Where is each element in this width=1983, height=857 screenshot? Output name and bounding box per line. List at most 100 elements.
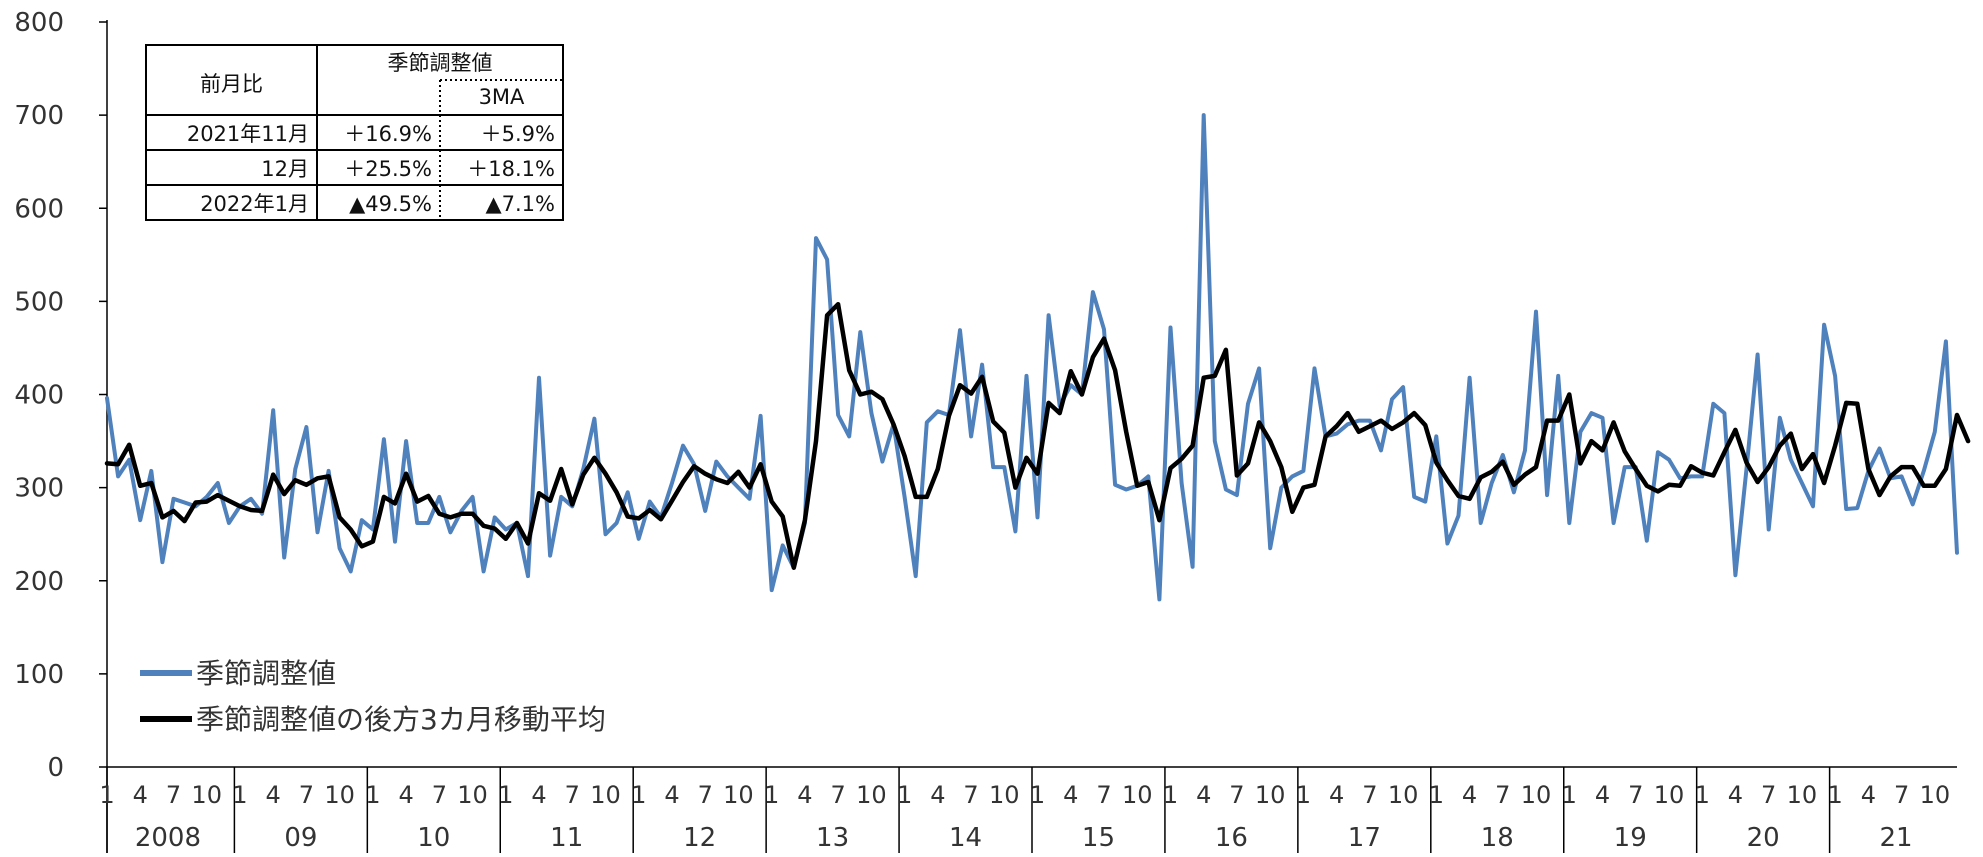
y-tick-label: 500 [14, 287, 64, 317]
y-tick-label: 700 [14, 101, 64, 131]
x-month-tick-label: 1 [897, 781, 912, 809]
x-month-tick-label: 7 [1628, 781, 1643, 809]
series-line-seasonally-adjusted [105, 113, 1959, 602]
x-month-tick-label: 1 [764, 781, 779, 809]
x-month-tick-label: 4 [797, 781, 812, 809]
x-month-tick-label: 1 [631, 781, 646, 809]
x-year-label: 15 [1082, 823, 1115, 853]
x-year-label: 16 [1215, 823, 1248, 853]
table-frame [145, 44, 564, 221]
x-month-tick-label: 1 [232, 781, 247, 809]
x-year-label: 21 [1880, 823, 1913, 853]
x-month-tick-label: 7 [299, 781, 314, 809]
x-month-tick-label: 10 [989, 781, 1020, 809]
x-month-tick-label: 4 [1196, 781, 1211, 809]
x-year-label: 14 [949, 823, 982, 853]
table-row-label: 2022年1月 [200, 192, 309, 216]
x-year-label: 2008 [135, 823, 201, 853]
x-month-tick-label: 7 [963, 781, 978, 809]
y-tick-label: 0 [47, 753, 64, 783]
x-year-label: 19 [1614, 823, 1647, 853]
x-month-tick-label: 4 [266, 781, 281, 809]
x-month-tick-label: 10 [324, 781, 355, 809]
x-month-tick-label: 1 [1828, 781, 1843, 809]
x-year-label: 18 [1481, 823, 1514, 853]
x-month-tick-label: 7 [565, 781, 580, 809]
table-row-3ma: ＋18.1% [467, 157, 555, 181]
x-year-label: 17 [1348, 823, 1381, 853]
x-month-tick-label: 10 [191, 781, 222, 809]
legend-label: 季節調整値の後方3カ月移動平均 [196, 703, 606, 736]
y-tick-label: 800 [14, 8, 64, 38]
x-month-tick-label: 10 [1521, 781, 1552, 809]
x-month-tick-label: 4 [531, 781, 546, 809]
y-tick-label: 400 [14, 381, 64, 411]
x-month-tick-label: 1 [1296, 781, 1311, 809]
legend-label: 季節調整値 [196, 657, 336, 690]
x-month-tick-label: 7 [1362, 781, 1377, 809]
x-month-tick-label: 4 [1462, 781, 1477, 809]
table-row-value: ▲49.5% [349, 192, 432, 216]
x-month-tick-label: 4 [1728, 781, 1743, 809]
table-row-value: ＋25.5% [344, 157, 432, 181]
x-month-tick-label: 4 [1329, 781, 1344, 809]
x-month-tick-label: 7 [698, 781, 713, 809]
x-month-tick-label: 4 [133, 781, 148, 809]
x-month-tick-label: 7 [432, 781, 447, 809]
y-tick-label: 200 [14, 567, 64, 597]
table-row-3ma: ▲7.1% [485, 192, 555, 216]
x-month-tick-label: 7 [1096, 781, 1111, 809]
x-month-tick-label: 10 [1122, 781, 1153, 809]
table-row-value: ＋16.9% [344, 122, 432, 146]
x-month-tick-label: 7 [1229, 781, 1244, 809]
table-row-3ma: ＋5.9% [481, 122, 555, 146]
x-month-tick-label: 7 [1894, 781, 1909, 809]
x-year-label: 13 [816, 823, 849, 853]
x-month-tick-label: 4 [1595, 781, 1610, 809]
x-month-tick-label: 4 [398, 781, 413, 809]
x-month-tick-label: 7 [1495, 781, 1510, 809]
x-month-tick-label: 10 [856, 781, 887, 809]
x-month-tick-label: 1 [1030, 781, 1045, 809]
x-month-tick-label: 4 [664, 781, 679, 809]
x-month-tick-label: 1 [99, 781, 114, 809]
y-tick-label: 100 [14, 660, 64, 690]
table-row-label: 2021年11月 [187, 122, 309, 146]
x-month-tick-label: 7 [166, 781, 181, 809]
y-tick-label: 600 [14, 194, 64, 224]
x-month-tick-label: 10 [457, 781, 488, 809]
series-layer [104, 113, 1971, 602]
x-year-label: 10 [417, 823, 450, 853]
y-tick-label: 300 [14, 474, 64, 504]
x-month-tick-label: 1 [1695, 781, 1710, 809]
table-header-sub: 3MA [479, 85, 525, 109]
x-month-tick-label: 10 [723, 781, 754, 809]
x-month-tick-label: 4 [1861, 781, 1876, 809]
x-month-tick-label: 4 [930, 781, 945, 809]
table-row-label: 12月 [261, 157, 309, 181]
x-month-tick-label: 1 [1429, 781, 1444, 809]
series-line-3ma [104, 301, 1971, 570]
x-year-label: 12 [683, 823, 716, 853]
x-year-label: 20 [1747, 823, 1780, 853]
x-month-tick-label: 10 [1920, 781, 1951, 809]
stats-table: 前月比 季節調整値 3MA 2021年11月 ＋16.9% ＋5.9% 12月 ＋25.5% ＋… [145, 44, 564, 221]
table-header-title: 前月比 [200, 72, 263, 96]
x-month-tick-label: 4 [1063, 781, 1078, 809]
x-month-tick-label: 10 [1255, 781, 1286, 809]
x-month-tick-label: 10 [590, 781, 621, 809]
x-month-tick-label: 1 [1562, 781, 1577, 809]
x-month-tick-label: 1 [365, 781, 380, 809]
x-month-tick-label: 10 [1388, 781, 1419, 809]
x-month-tick-label: 7 [1761, 781, 1776, 809]
x-year-label: 09 [284, 823, 317, 853]
table-header-group: 季節調整値 [388, 51, 493, 75]
x-month-tick-label: 1 [498, 781, 513, 809]
x-month-tick-label: 1 [1163, 781, 1178, 809]
x-month-tick-label: 10 [1787, 781, 1818, 809]
x-month-tick-label: 10 [1654, 781, 1685, 809]
